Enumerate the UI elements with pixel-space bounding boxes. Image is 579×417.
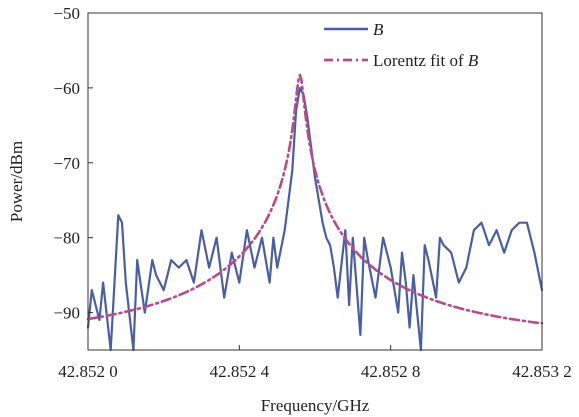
plot-frame	[87, 12, 543, 351]
y-tick-label: −60	[53, 79, 80, 98]
plot-lines	[86, 73, 544, 352]
y-tick-label: −80	[53, 229, 80, 248]
legend-label-symbol: B	[373, 20, 384, 39]
series-line-1	[86, 73, 544, 325]
legend-label-0: B	[373, 20, 384, 39]
y-tick-label: −70	[53, 154, 80, 173]
y-tick-label: −90	[53, 304, 80, 323]
legend-label-prefix: Lorentz fit of	[373, 51, 468, 70]
x-tick-label: 42.852 0	[58, 362, 118, 381]
y-axis-ticks: −50 −60 −70 −80 −90	[53, 4, 93, 323]
x-tick-label: 42.852 4	[210, 362, 270, 381]
x-tick-label: 42.852 8	[361, 362, 421, 381]
x-tick-label: 42.853 2	[512, 362, 572, 381]
x-axis-ticks: 42.852 0 42.852 4 42.852 8 42.853 2	[58, 345, 572, 381]
legend-label-symbol: B	[468, 51, 479, 70]
legend-label-1: Lorentz fit of B	[373, 51, 479, 70]
x-axis-title: Frequency/GHz	[261, 396, 370, 415]
y-axis-title: Power/dBm	[7, 141, 26, 222]
series-line-0	[86, 86, 544, 352]
y-tick-label: −50	[53, 4, 80, 23]
